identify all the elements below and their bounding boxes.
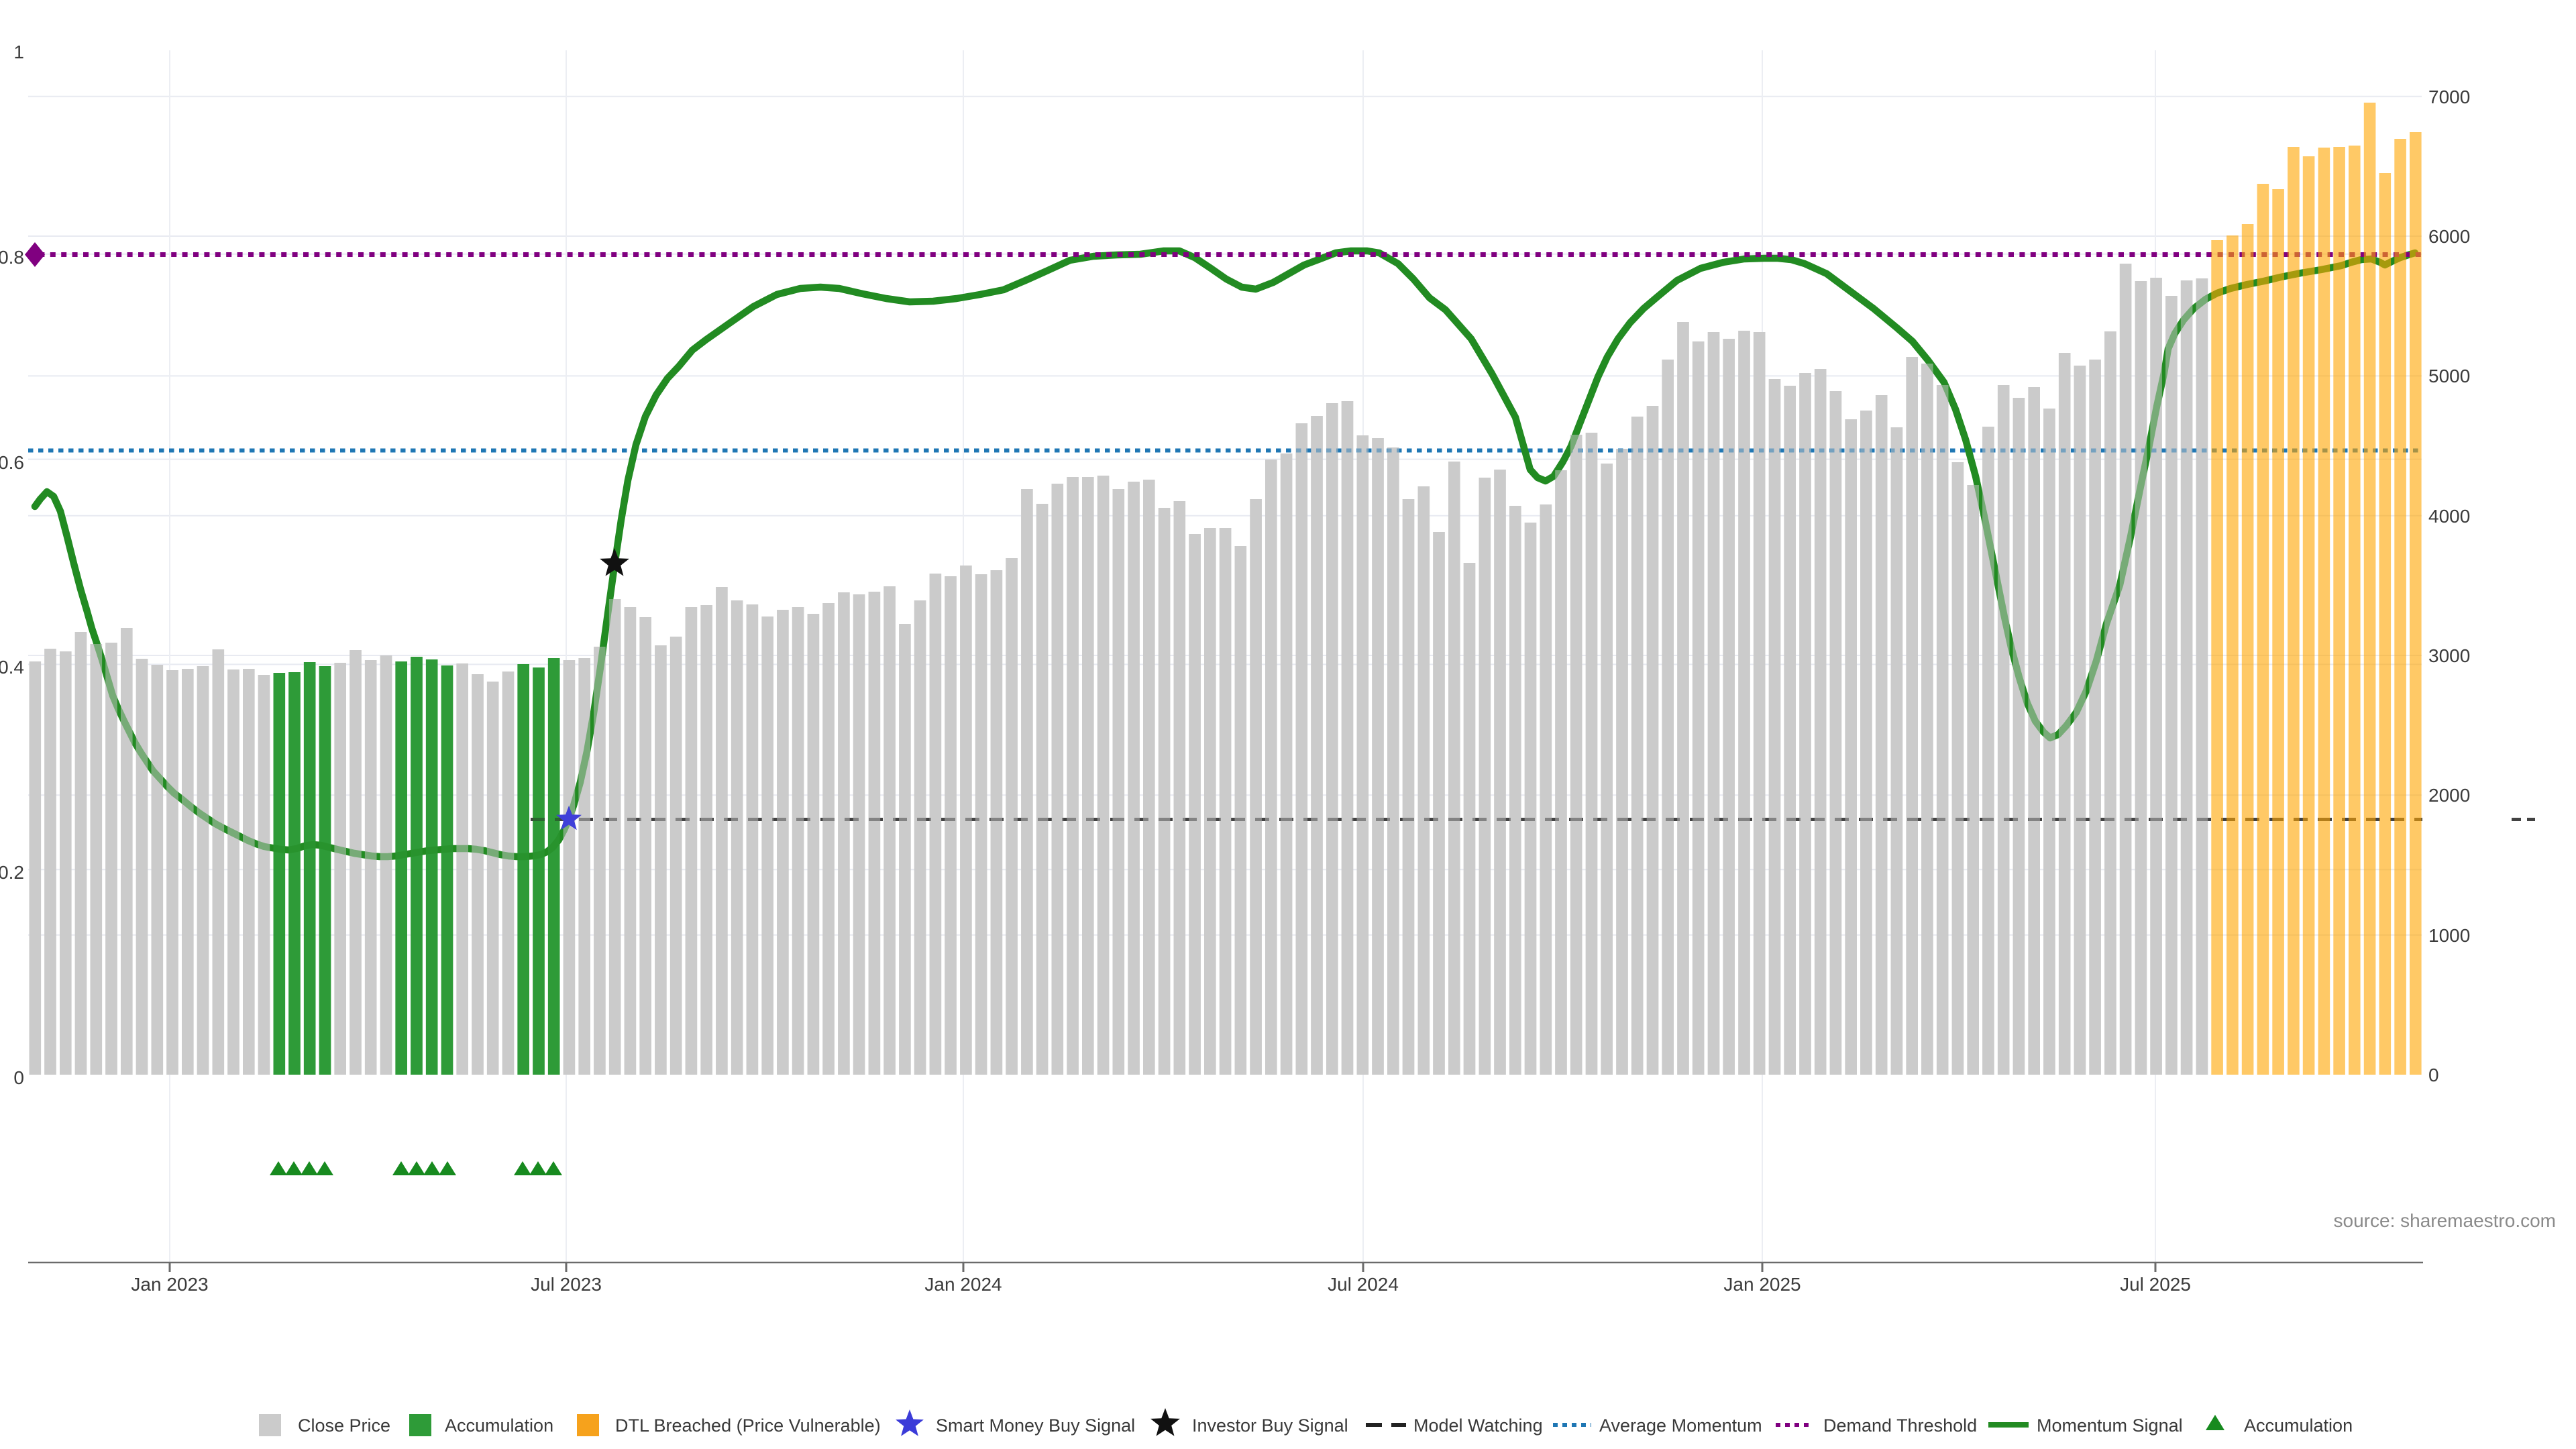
svg-text:source: sharemaestro.com: source: sharemaestro.com	[2334, 1210, 2556, 1231]
svg-text:Jul 2023: Jul 2023	[531, 1274, 602, 1295]
svg-text:Jan 2023: Jan 2023	[131, 1274, 208, 1295]
svg-text:DTL Breached (Price Vulnerable: DTL Breached (Price Vulnerable)	[615, 1415, 881, 1436]
svg-text:0: 0	[2428, 1065, 2439, 1085]
svg-text:Jul 2024: Jul 2024	[1328, 1274, 1399, 1295]
svg-text:Accumulation: Accumulation	[2244, 1415, 2353, 1436]
svg-text:Jan 2024: Jan 2024	[924, 1274, 1002, 1295]
svg-text:1000: 1000	[2428, 925, 2470, 946]
svg-text:1: 1	[13, 42, 24, 62]
svg-text:Demand Threshold: Demand Threshold	[1823, 1415, 1977, 1436]
svg-text:Model Watching: Model Watching	[1413, 1415, 1543, 1436]
svg-text:0.8: 0.8	[0, 247, 24, 268]
svg-text:Accumulation: Accumulation	[445, 1415, 553, 1436]
svg-text:3000: 3000	[2428, 645, 2470, 666]
svg-text:0.4: 0.4	[0, 657, 24, 678]
svg-text:5000: 5000	[2428, 366, 2470, 386]
svg-text:6000: 6000	[2428, 226, 2470, 247]
svg-text:0.2: 0.2	[0, 862, 24, 883]
svg-text:Momentum Signal: Momentum Signal	[2037, 1415, 2183, 1436]
svg-text:Smart Money Buy Signal: Smart Money Buy Signal	[936, 1415, 1135, 1436]
svg-text:0.6: 0.6	[0, 452, 24, 473]
svg-text:Close Price: Close Price	[298, 1415, 390, 1436]
svg-text:7000: 7000	[2428, 87, 2470, 107]
svg-text:4000: 4000	[2428, 506, 2470, 527]
svg-text:2000: 2000	[2428, 785, 2470, 806]
svg-text:Investor Buy Signal: Investor Buy Signal	[1192, 1415, 1348, 1436]
svg-text:Average Momentum: Average Momentum	[1599, 1415, 1762, 1436]
svg-text:0: 0	[13, 1067, 24, 1088]
svg-text:Jan 2025: Jan 2025	[1723, 1274, 1801, 1295]
svg-text:Jul 2025: Jul 2025	[2120, 1274, 2191, 1295]
